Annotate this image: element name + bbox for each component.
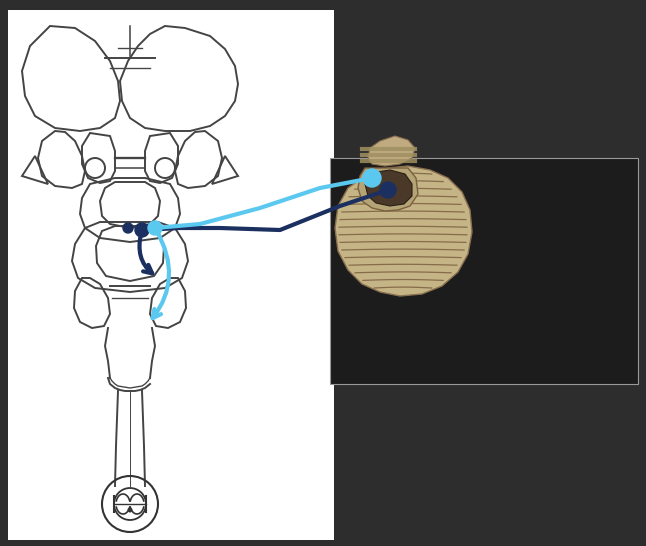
Bar: [330, 158, 638, 384]
Bar: [8, 10, 334, 540]
Circle shape: [363, 169, 381, 187]
Circle shape: [127, 507, 132, 513]
Polygon shape: [358, 168, 418, 211]
Circle shape: [135, 223, 149, 237]
Polygon shape: [335, 166, 472, 296]
Circle shape: [123, 223, 133, 233]
Polygon shape: [365, 170, 412, 206]
Circle shape: [380, 182, 396, 198]
Polygon shape: [368, 136, 415, 166]
Circle shape: [148, 221, 162, 235]
